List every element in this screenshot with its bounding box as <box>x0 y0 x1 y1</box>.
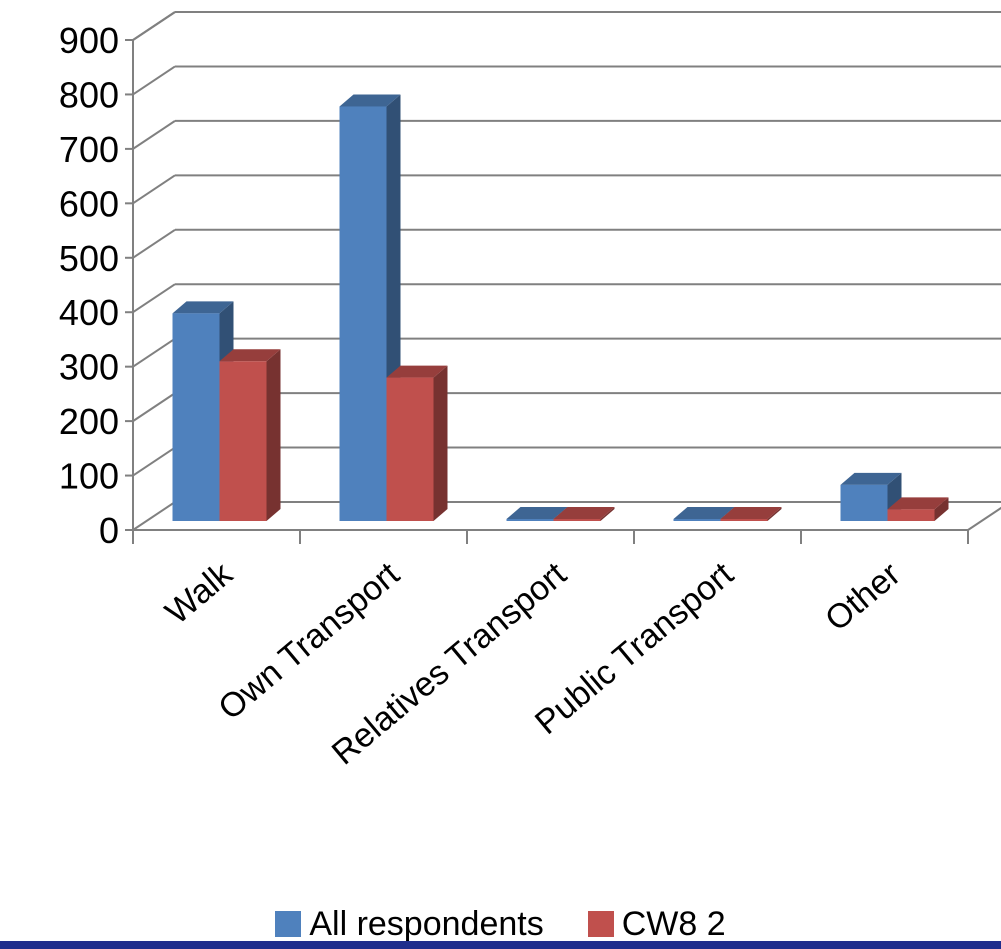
bar-relatives-transport-all-respondents <box>506 519 554 521</box>
legend-item-all-respondents: All respondents <box>275 904 544 944</box>
gridline-side-600 <box>132 174 176 205</box>
y-tick-label-900: 900 <box>59 20 119 61</box>
bar-side-other-cw8-2 <box>934 497 949 521</box>
bar-top-other-all-respondents <box>840 472 902 485</box>
y-tick-label-700: 700 <box>59 129 119 170</box>
y-tick-label-100: 100 <box>59 456 119 497</box>
legend-item-cw8-2: CW8 2 <box>587 904 726 944</box>
x-category-label-other: Other <box>818 555 908 639</box>
bar-top-relatives-transport-all-respondents <box>506 507 568 519</box>
gridline-side-200 <box>132 392 176 422</box>
bar-other-cw8-2 <box>887 509 935 521</box>
bar-other-all-respondents <box>840 484 888 521</box>
gridline-side-700 <box>132 120 176 150</box>
y-tick-label-800: 800 <box>59 74 119 115</box>
bar-top-public-transport-all-respondents <box>673 507 735 519</box>
y-tick-label-300: 300 <box>59 347 119 388</box>
bar-walk-all-respondents <box>172 313 220 521</box>
bar-top-walk-cw8-2 <box>219 349 281 362</box>
y-tick-label-400: 400 <box>59 292 119 333</box>
y-tick-label-600: 600 <box>59 183 119 224</box>
bar-relatives-transport-cw8-2 <box>553 519 601 521</box>
bar-top-own-transport-all-respondents <box>339 94 401 107</box>
bottom-rule <box>0 941 1001 949</box>
axes <box>125 11 1001 544</box>
bar-side-walk-cw8-2 <box>266 349 281 521</box>
bars <box>172 94 949 521</box>
legend: All respondents CW8 2 <box>0 904 1001 944</box>
bar-side-own-transport-cw8-2 <box>433 365 448 521</box>
x-category-label-walk: Walk <box>158 554 240 632</box>
floor-right-edge <box>967 506 1001 531</box>
bar-public-transport-cw8-2 <box>720 519 768 521</box>
bar-top-public-transport-cw8-2 <box>720 507 782 519</box>
gridline-side-0 <box>132 501 176 531</box>
gridline-side-100 <box>132 446 176 477</box>
bar-top-walk-all-respondents <box>172 301 234 314</box>
y-tick-label-0: 0 <box>99 510 119 551</box>
bar-top-own-transport-cw8-2 <box>386 365 448 378</box>
legend-label-all-respondents: All respondents <box>309 904 544 943</box>
bar-side-public-transport-cw8-2 <box>767 507 782 521</box>
bar-walk-cw8-2 <box>219 361 267 521</box>
bar-own-transport-cw8-2 <box>386 377 434 521</box>
legend-swatch-cw8-2 <box>587 911 614 937</box>
y-tick-label-200: 200 <box>59 401 119 442</box>
bar-public-transport-all-respondents <box>673 519 721 521</box>
gridline-side-400 <box>132 283 176 314</box>
bar-top-other-cw8-2 <box>887 497 949 510</box>
bar-own-transport-all-respondents <box>339 106 387 521</box>
legend-label-cw8-2: CW8 2 <box>621 904 726 943</box>
bar-top-relatives-transport-cw8-2 <box>553 507 615 519</box>
legend-swatch-all-respondents <box>275 911 302 937</box>
gridline-side-800 <box>132 65 176 96</box>
bar-side-relatives-transport-cw8-2 <box>600 507 615 521</box>
gridline-side-500 <box>132 228 176 259</box>
gridline-side-300 <box>132 337 176 368</box>
gridlines <box>132 11 1001 531</box>
y-tick-label-500: 500 <box>59 238 119 279</box>
